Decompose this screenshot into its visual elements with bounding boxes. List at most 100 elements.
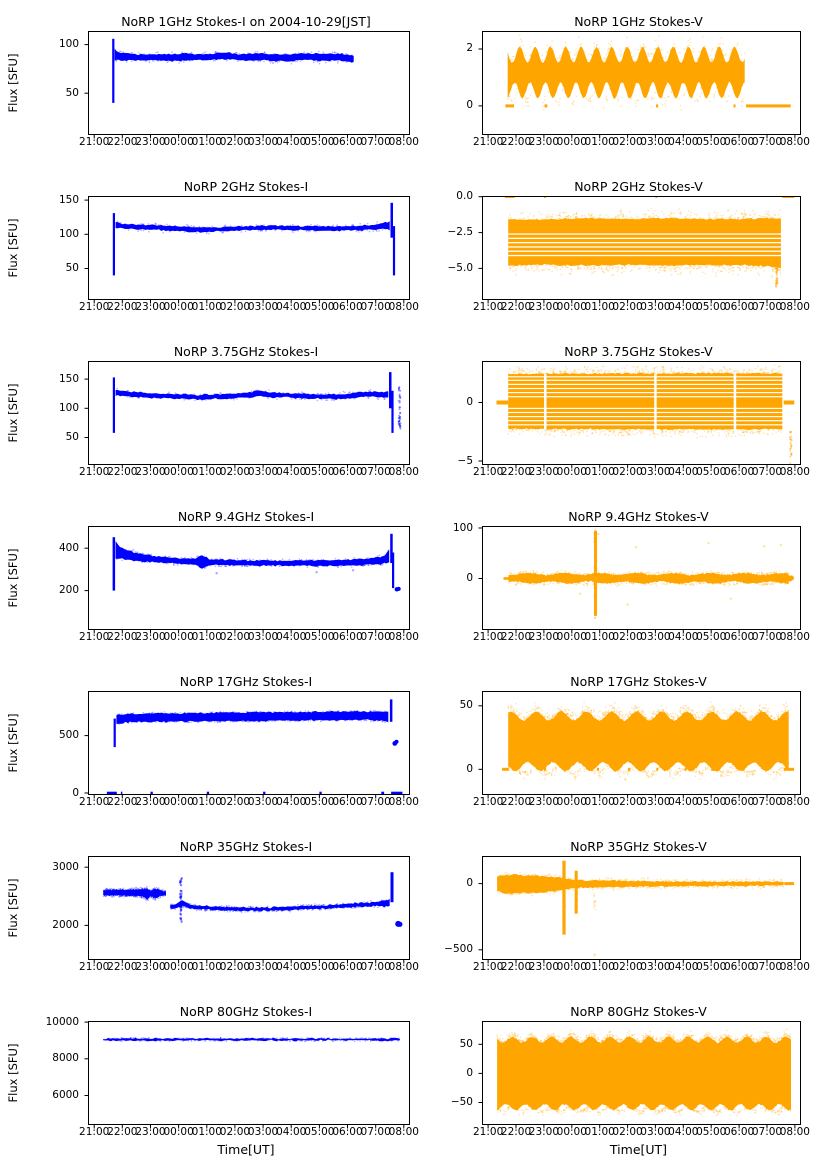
x-tick-label: 01:00: [191, 136, 222, 148]
x-tick-label: 00:00: [556, 136, 587, 148]
y-tick-label: 400: [58, 541, 79, 554]
y-tick-label: 0: [466, 99, 473, 112]
x-tick-label: 08:00: [388, 796, 419, 808]
x-tick-label: 03:00: [640, 466, 671, 478]
x-tick-label: 02:00: [612, 961, 643, 973]
y-tick-label: 0.0: [456, 190, 473, 203]
x-tick-label: 04:00: [668, 136, 699, 148]
x-tick-label: 21:00: [79, 301, 110, 313]
x-tick-label: 04:00: [276, 796, 307, 808]
y-tick-labels: 6000 8000 10000: [26, 1016, 82, 1125]
x-tick-label: 08:00: [779, 466, 810, 478]
plot-title: NoRP 35GHz Stokes-V: [570, 839, 707, 854]
x-tick-label: 23:00: [528, 301, 560, 313]
x-tick-label: 08:00: [779, 961, 810, 973]
subplot-35ghz-stokes-i: NoRP 35GHz Stokes-I Flux [SFU] 2000 3000 2…: [0, 825, 420, 990]
plot-svg: [478, 691, 801, 799]
y-tick-label: 100: [58, 227, 79, 240]
x-tick-label: 00:00: [556, 796, 587, 808]
plot-title: NoRP 2GHz Stokes-I: [183, 179, 309, 194]
x-tick-label: 07:00: [751, 136, 783, 148]
x-tick-label: 23:00: [528, 631, 560, 643]
x-tick-labels: 21:00 22:00 23:00 00:00 01:00 02:00 03:00 04:00…: [472, 465, 810, 481]
subplot-2ghz-stokes-i: NoRP 2GHz Stokes-I Flux [SFU] 50 100 150 21…: [0, 165, 420, 330]
x-tick-label: 01:00: [584, 796, 615, 808]
x-tick-label: 22:00: [107, 1126, 138, 1138]
x-tick-label: 02:00: [219, 301, 251, 313]
y-tick-label: 2: [466, 42, 473, 55]
x-tick-label: 02:00: [612, 136, 643, 148]
x-tick-label: 02:00: [219, 961, 251, 973]
x-tick-label: 07:00: [360, 136, 391, 148]
x-tick-label: 03:00: [640, 961, 671, 973]
x-tick-label: 05:00: [304, 466, 335, 478]
y-tick-label: −2.5: [447, 226, 474, 239]
x-tick-label: 23:00: [135, 961, 166, 973]
x-tick-label: 02:00: [612, 796, 643, 808]
plot-title: NoRP 9.4GHz Stokes-V: [568, 509, 709, 524]
y-axis-label: Flux [SFU]: [6, 383, 20, 443]
x-tick-label: 22:00: [500, 961, 532, 973]
x-tick-label: 05:00: [304, 1126, 335, 1138]
y-tick-labels: 50 0 −50: [420, 1021, 476, 1125]
plot-canvas: [476, 196, 801, 304]
plot-svg: [84, 1021, 410, 1129]
x-tick-label: 08:00: [388, 631, 419, 643]
y-tick-label: 0: [466, 762, 473, 775]
x-tick-label: 00:00: [556, 1126, 587, 1138]
x-tick-label: 21:00: [472, 631, 504, 643]
x-tick-label: 04:00: [668, 466, 699, 478]
x-tick-label: 04:00: [276, 466, 307, 478]
plot-svg: [478, 1021, 801, 1129]
plot-svg: [478, 526, 801, 634]
x-tick-label: 08:00: [779, 136, 810, 148]
x-tick-label: 08:00: [388, 1126, 419, 1138]
subplot-9.4ghz-stokes-i: NoRP 9.4GHz Stokes-I Flux [SFU] 200 400 21…: [0, 495, 420, 660]
x-tick-label: 00:00: [556, 631, 587, 643]
x-tick-label: 21:00: [472, 466, 504, 478]
x-tick-label: 05:00: [696, 1126, 727, 1138]
x-tick-label: 07:00: [751, 301, 783, 313]
plot-canvas: [82, 691, 410, 799]
x-tick-label: 03:00: [640, 301, 671, 313]
x-tick-label: 04:00: [276, 1126, 307, 1138]
x-tick-label: 03:00: [247, 466, 279, 478]
x-tick-label: 01:00: [191, 631, 222, 643]
x-axis-label: Time[UT]: [609, 1142, 668, 1157]
x-tick-label: 08:00: [779, 796, 810, 808]
x-tick-label: 04:00: [668, 301, 699, 313]
plot-canvas: [476, 1021, 801, 1129]
x-tick-labels: 21:00 22:00 23:00 00:00 01:00 02:00 03:00 04:00…: [473, 300, 810, 316]
plot-svg: [478, 196, 801, 304]
plot-svg: [478, 856, 801, 964]
x-tick-label: 02:00: [219, 796, 251, 808]
x-tick-label: 04:00: [276, 961, 307, 973]
x-tick-label: 21:00: [472, 136, 504, 148]
x-tick-label: 21:00: [472, 1126, 504, 1138]
x-tick-label: 01:00: [584, 136, 615, 148]
x-tick-label: 08:00: [388, 466, 419, 478]
y-tick-labels: 2000 3000: [26, 856, 82, 960]
x-tick-label: 03:00: [640, 796, 671, 808]
y-tick-label: 50: [459, 699, 473, 712]
x-tick-label: 01:00: [584, 631, 615, 643]
subplot-80ghz-stokes-i: NoRP 80GHz Stokes-I Flux [SFU] 6000 8000 10…: [0, 990, 420, 1169]
subplot-9.4ghz-stokes-v: NoRP 9.4GHz Stokes-V 0 100 21:00 22:00 23:0…: [420, 495, 827, 660]
plot-canvas: [476, 31, 801, 139]
subplot-17ghz-stokes-i: NoRP 17GHz Stokes-I Flux [SFU] 0 500 21:00…: [0, 660, 420, 825]
x-tick-label: 00:00: [163, 631, 194, 643]
x-tick-label: 00:00: [163, 301, 194, 313]
x-tick-label: 22:00: [107, 466, 138, 478]
plot-svg: [478, 31, 801, 139]
x-tick-label: 21:00: [79, 631, 110, 643]
x-tick-label: 05:00: [696, 961, 727, 973]
subplot-80ghz-stokes-v: NoRP 80GHz Stokes-V 50 0 −50 21:00 22:00 23:…: [420, 990, 827, 1169]
x-tick-label: 23:00: [135, 796, 166, 808]
x-tick-label: 06:00: [723, 796, 755, 808]
x-tick-labels: 21:00 22:00 23:00 00:00 01:00 02:00 03:00 04:00…: [473, 795, 810, 811]
x-tick-label: 00:00: [163, 796, 194, 808]
x-tick-label: 22:00: [107, 136, 138, 148]
x-tick-labels: 21:00 22:00 23:00 00:00 01:00 02:00 03:00 04:00…: [79, 465, 419, 481]
plot-canvas: [82, 856, 410, 964]
